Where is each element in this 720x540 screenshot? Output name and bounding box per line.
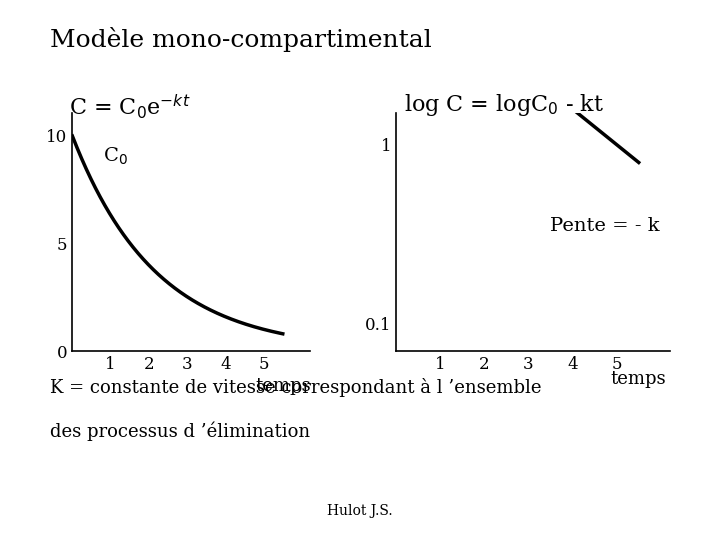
Text: des processus d ’élimination: des processus d ’élimination bbox=[50, 421, 310, 441]
Text: log C = logC$_0$ - kt: log C = logC$_0$ - kt bbox=[404, 92, 604, 118]
Text: Hulot J.S.: Hulot J.S. bbox=[327, 504, 393, 518]
Text: Pente = - k: Pente = - k bbox=[551, 217, 660, 235]
Text: temps: temps bbox=[255, 377, 310, 395]
Text: Modèle mono-compartimental: Modèle mono-compartimental bbox=[50, 27, 432, 52]
Text: K = constante de vitesse correspondant à l ’ensemble: K = constante de vitesse correspondant à… bbox=[50, 378, 542, 397]
Text: C$_0$: C$_0$ bbox=[103, 146, 127, 167]
Text: C = C$_0$e$^{-kt}$: C = C$_0$e$^{-kt}$ bbox=[69, 92, 190, 120]
Text: temps: temps bbox=[611, 370, 667, 388]
